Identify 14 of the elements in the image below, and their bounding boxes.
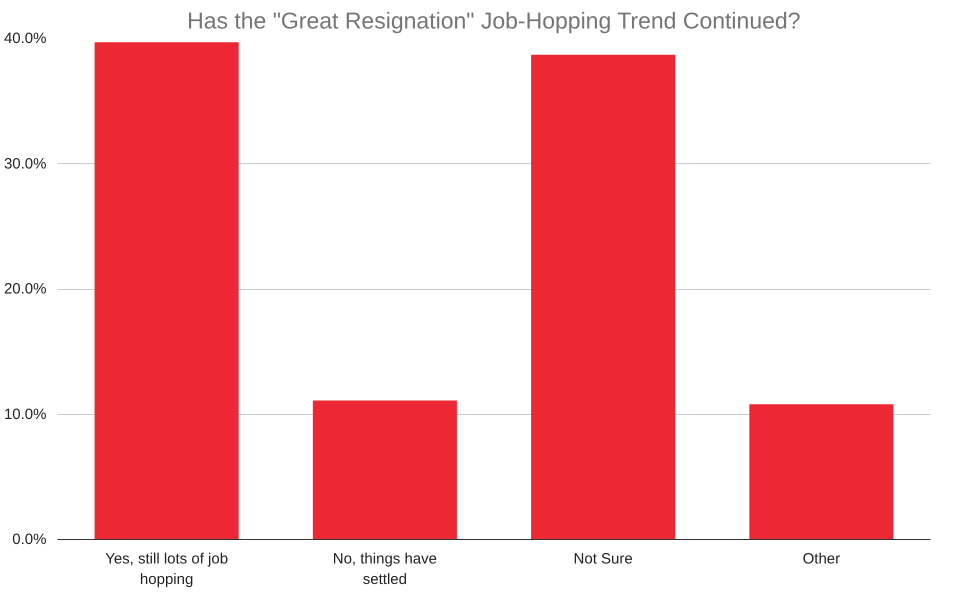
y-tick-label: 10.0% <box>4 406 47 423</box>
bar <box>531 54 676 540</box>
x-tick-label: Other <box>802 550 840 568</box>
x-tick-label: Yes, still lots of job hopping <box>105 550 228 588</box>
y-tick-label: 20.0% <box>4 280 47 298</box>
bar <box>312 400 457 540</box>
bar <box>94 42 239 540</box>
x-tick-label: Not Sure <box>574 550 633 568</box>
chart-title: Has the "Great Resignation" Job-Hopping Trend Continued? <box>187 8 801 34</box>
y-tick-label: 30.0% <box>4 155 47 172</box>
y-tick-label: 40.0% <box>4 30 47 47</box>
x-tick-label: No, things have settled <box>332 550 437 588</box>
bar <box>749 404 894 540</box>
y-tick-label: 0.0% <box>12 531 47 548</box>
